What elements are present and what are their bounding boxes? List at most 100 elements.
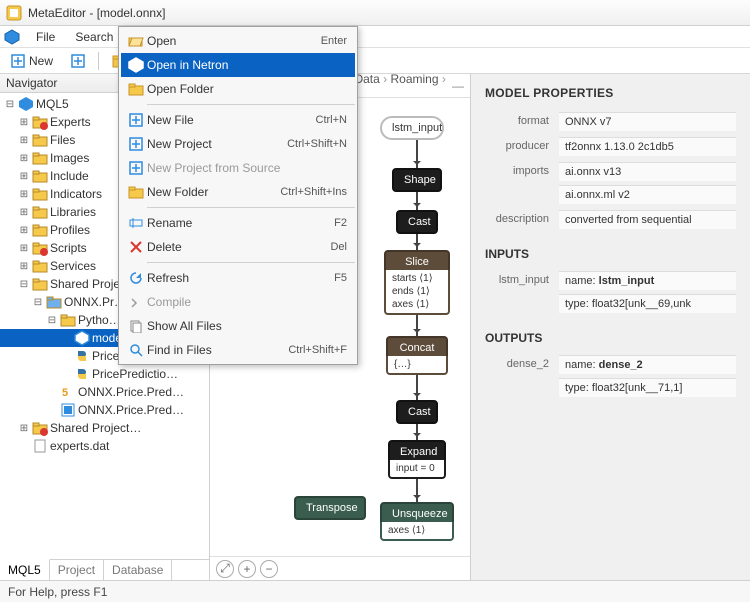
property-label: dense_2 — [485, 355, 559, 370]
file-icon — [32, 168, 48, 184]
diagram-node[interactable]: lstm_input — [380, 116, 444, 140]
navigator-tab-project[interactable]: Project — [50, 560, 104, 580]
tree-item-label: ONNX.Price.Pred… — [78, 385, 184, 399]
new-icon-button[interactable] — [64, 51, 92, 71]
file-icon — [32, 420, 48, 436]
file-icon — [32, 222, 48, 238]
menu-item-icon — [125, 82, 147, 96]
new-button-label: New — [29, 54, 53, 68]
property-label: producer — [485, 137, 559, 152]
window-controls[interactable]: — — [452, 79, 464, 93]
property-label: description — [485, 210, 559, 225]
property-value: ONNX v7 — [559, 112, 736, 131]
tree-item[interactable]: ONNX.Price.Pred… — [0, 401, 209, 419]
menu-item-shortcut: Ctrl+Shift+F — [288, 344, 347, 356]
menu-item-label: Compile — [147, 295, 347, 309]
property-label: imports — [485, 162, 559, 177]
expander-icon[interactable] — [46, 315, 58, 326]
context-menu-item[interactable]: Delete Del — [121, 235, 355, 259]
zoom-out-icon[interactable]: − — [260, 560, 278, 578]
expander-icon[interactable] — [18, 243, 30, 254]
navigator-tab-database[interactable]: Database — [104, 560, 172, 580]
diagram-node[interactable]: Cast — [396, 210, 438, 234]
property-row: descriptionconverted from sequential — [485, 210, 736, 229]
expander-icon[interactable] — [18, 261, 30, 272]
tree-item[interactable]: experts.dat — [0, 437, 209, 455]
menu-file[interactable]: File — [26, 28, 65, 46]
menu-search[interactable]: Search — [65, 28, 123, 46]
tree-item[interactable]: Shared Project… — [0, 419, 209, 437]
menu-item-icon — [125, 34, 147, 48]
menu-item-label: New File — [147, 113, 316, 127]
menu-item-label: New Project from Source — [147, 161, 347, 175]
property-row: importsai.onnx v13ai.onnx.ml v2 — [485, 162, 736, 204]
expander-icon[interactable] — [18, 279, 30, 290]
menu-item-label: Open — [147, 34, 321, 48]
properties-title: MODEL PROPERTIES — [485, 86, 736, 100]
menu-item-shortcut: F5 — [334, 272, 347, 284]
context-menu-item: Compile — [121, 290, 355, 314]
menu-item-shortcut: Ctrl+Shift+N — [287, 138, 347, 150]
tree-item[interactable]: 5 ONNX.Price.Pred… — [0, 383, 209, 401]
context-menu-item[interactable]: Open in Netron — [121, 53, 355, 77]
menu-item-label: Show All Files — [147, 319, 347, 333]
file-icon — [32, 240, 48, 256]
expander-icon[interactable] — [18, 225, 30, 236]
inputs-title: INPUTS — [485, 247, 736, 261]
property-row: formatONNX v7 — [485, 112, 736, 131]
expander-icon[interactable] — [18, 189, 30, 200]
menu-item-label: Open in Netron — [147, 58, 347, 72]
file-icon — [32, 186, 48, 202]
context-menu-item[interactable]: New File Ctrl+N — [121, 108, 355, 132]
tree-item-label: Include — [50, 169, 89, 183]
context-menu-item: New Project from Source — [121, 156, 355, 180]
outputs-title: OUTPUTS — [485, 331, 736, 345]
file-icon — [74, 348, 90, 364]
zoom-in-icon[interactable]: + — [238, 560, 256, 578]
menu-item-icon — [125, 343, 147, 357]
property-value: tf2onnx 1.13.0 2c1db5 — [559, 137, 736, 156]
expander-icon[interactable] — [18, 207, 30, 218]
expander-icon[interactable] — [18, 117, 30, 128]
file-icon — [32, 204, 48, 220]
expander-icon[interactable] — [18, 423, 30, 434]
file-icon — [32, 258, 48, 274]
context-menu-item[interactable]: New Project Ctrl+Shift+N — [121, 132, 355, 156]
menu-item-icon — [125, 271, 147, 285]
menu-item-shortcut: Enter — [321, 35, 347, 47]
menu-item-icon — [125, 113, 147, 127]
expander-icon[interactable] — [18, 171, 30, 182]
diagram-node[interactable]: Transpose — [294, 496, 366, 520]
context-menu-item[interactable]: Show All Files — [121, 314, 355, 338]
file-icon — [60, 312, 76, 328]
new-button[interactable]: New — [4, 51, 60, 71]
file-icon — [32, 132, 48, 148]
expander-icon[interactable] — [18, 135, 30, 146]
tree-item-label: Scripts — [50, 241, 87, 255]
menu-item-shortcut: Del — [330, 241, 347, 253]
menu-item-shortcut: F2 — [334, 217, 347, 229]
zoom-fit-icon[interactable]: ⤢ — [216, 560, 234, 578]
diagram-node[interactable]: Cast — [396, 400, 438, 424]
context-menu-item[interactable]: Rename F2 — [121, 211, 355, 235]
context-menu-item[interactable]: Open Folder — [121, 77, 355, 101]
tree-item-label: experts.dat — [50, 439, 109, 453]
tree-item[interactable]: PricePredictio… — [0, 365, 209, 383]
property-value: name: dense_2 — [559, 355, 736, 374]
property-row: lstm_inputname: lstm_inputtype: float32[… — [485, 271, 736, 313]
tree-item-label: ONNX.Price.Pred… — [78, 403, 184, 417]
tree-item-label: PricePredictio… — [92, 367, 178, 381]
context-menu-item[interactable]: New Folder Ctrl+Shift+Ins — [121, 180, 355, 204]
context-menu-item[interactable]: Refresh F5 — [121, 266, 355, 290]
menu-item-label: Open Folder — [147, 82, 347, 96]
tree-item-label: ONNX.Pr… — [64, 295, 126, 309]
expander-icon[interactable] — [32, 297, 44, 308]
expander-icon[interactable] — [18, 153, 30, 164]
navigator-tab-mql5[interactable]: MQL5 — [0, 559, 50, 580]
app-icon — [4, 29, 20, 45]
diagram-node[interactable]: Shape — [392, 168, 442, 192]
expander-icon[interactable] — [4, 99, 16, 110]
context-menu-item[interactable]: Find in Files Ctrl+Shift+F — [121, 338, 355, 362]
file-icon — [74, 366, 90, 382]
context-menu-item[interactable]: Open Enter — [121, 29, 355, 53]
